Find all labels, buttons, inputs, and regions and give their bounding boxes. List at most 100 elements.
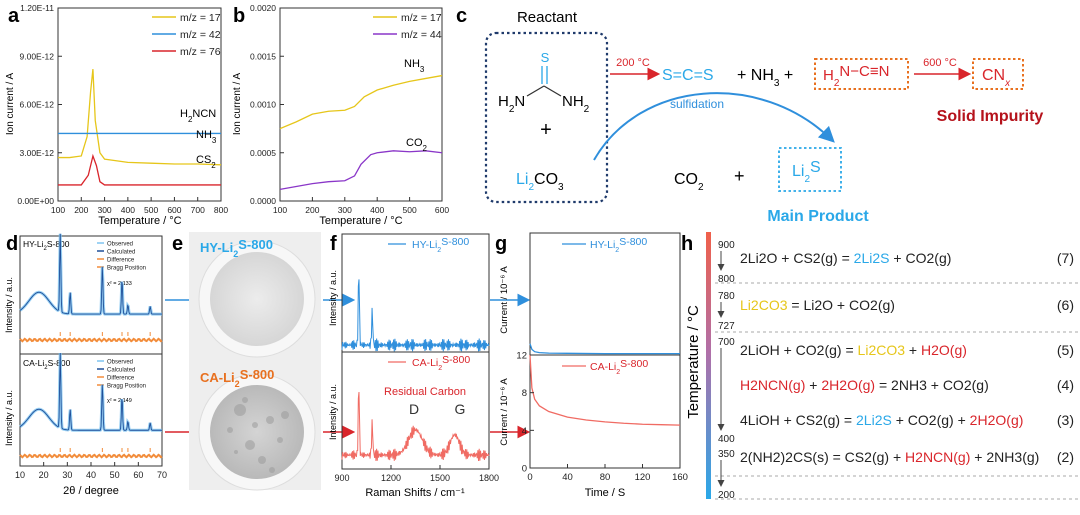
y-axis-label-f-bottom: Intensity / a.u. bbox=[328, 384, 338, 440]
cnx-box bbox=[972, 58, 1024, 90]
li2s-product: Li2S bbox=[792, 159, 821, 185]
temp-600c: 600 °C bbox=[923, 57, 957, 69]
y-tick-label-a: 9.00E-12 bbox=[20, 51, 55, 61]
pellet-ca bbox=[210, 385, 304, 479]
temp-label: 800 bbox=[718, 274, 735, 285]
temp-label: 900 bbox=[718, 240, 735, 251]
y-tick-label-b: 0.0015 bbox=[250, 51, 276, 61]
x-tick-label-a: 800 bbox=[214, 205, 228, 215]
legend-label-d: Difference bbox=[107, 376, 135, 382]
x-tick-label-d: 10 bbox=[15, 470, 25, 480]
x-tick-label-d: 30 bbox=[62, 470, 72, 480]
x-ticks-a: 100 200 300 400 500 600 700 800 bbox=[51, 197, 228, 215]
thiourea-s: S bbox=[541, 50, 550, 65]
x-tick-label-b: 500 bbox=[403, 205, 417, 215]
x-tick-label-b: 600 bbox=[435, 205, 449, 215]
solid-impurity-label: Solid Impurity bbox=[937, 108, 1044, 125]
plot-frame-g-top bbox=[529, 232, 681, 356]
panel-letter-a: a bbox=[8, 5, 20, 27]
y-axis-label-d-bottom: Intensity / a.u. bbox=[4, 390, 14, 446]
equation-number: (5) bbox=[1057, 342, 1074, 358]
pellet-speck bbox=[242, 397, 248, 403]
pellet-speck bbox=[277, 437, 283, 443]
x-ticks-d: 10 20 30 40 50 60 70 bbox=[15, 462, 167, 480]
x-ticks-g: 0 40 80 120 160 bbox=[527, 464, 688, 483]
panel-f: f HY-Li2S-800 CA-Li2S-800 Residual Carbo… bbox=[328, 233, 531, 499]
equation: 4LiOH + CS2(g) = 2Li2S + CO2(g) + 2H2O(g… bbox=[740, 412, 1023, 428]
panel-letter-g: g bbox=[495, 233, 507, 255]
panel-b: b 0.0020 0.0015 0.0010 0.0005 0.0000 100 200 3… bbox=[232, 3, 449, 227]
label-cs2-a: CS2 bbox=[196, 154, 216, 170]
x-axis-label-a: Temperature / °C bbox=[98, 215, 181, 227]
y-tick-label-a: 0.00E+00 bbox=[17, 196, 54, 206]
y-tick-label-a: 6.00E-12 bbox=[20, 100, 55, 110]
panel-h: h Temperature / °C 900 800 780 727 700 400 350… bbox=[681, 232, 1078, 501]
x-tick-label-d: 60 bbox=[133, 470, 143, 480]
x-axis-label-g: Time / S bbox=[585, 487, 626, 499]
legend-d-bottom: Observed Calculated Difference Bragg Positi… bbox=[97, 360, 146, 390]
x-tick-label-f: 900 bbox=[334, 473, 349, 483]
pellet-speck bbox=[266, 416, 274, 424]
residual-carbon-label: Residual Carbon bbox=[384, 386, 466, 398]
x-ticks-f: 900 1200 1500 1800 bbox=[334, 465, 499, 483]
li2s-box bbox=[778, 147, 842, 192]
series-line-b bbox=[279, 74, 443, 130]
plot-frame-d-top bbox=[19, 235, 163, 355]
x-tick-label-b: 400 bbox=[370, 205, 384, 215]
g-bottom-name: CA-Li2S-800 bbox=[590, 358, 648, 376]
y-axis-label-g-top: Current / 10⁻⁶ A bbox=[499, 266, 510, 334]
temp-label: 727 bbox=[718, 321, 735, 332]
x-axis-label-f: Raman Shifts / cm⁻¹ bbox=[365, 487, 465, 499]
cs2-molecule: S=C=S bbox=[662, 67, 714, 84]
series-lines-a bbox=[58, 69, 222, 186]
equation-number: (7) bbox=[1057, 250, 1074, 266]
pellet-texture bbox=[227, 397, 289, 473]
sulfidation-arrow bbox=[593, 92, 835, 161]
x-tick-label-d: 70 bbox=[157, 470, 167, 480]
panel-letter-d: d bbox=[6, 233, 18, 255]
panel-e: e HY-Li2S-800 CA-Li2S-800 bbox=[172, 232, 356, 491]
plot-frame-f-top bbox=[341, 233, 490, 353]
f-bottom-name: CA-Li2S-800 bbox=[412, 354, 470, 372]
y-tick-label-b: 0.0010 bbox=[250, 100, 276, 110]
legend-label-d: Observed bbox=[107, 360, 133, 366]
y-tick-label-g: 4 bbox=[522, 426, 527, 437]
d-top-name: HY-Li2S-800 bbox=[23, 239, 70, 252]
equation: H2NCN(g) + 2H2O(g) = 2NH3 + CO2(g) bbox=[740, 377, 989, 393]
x-axis-label-d: 2θ / degree bbox=[63, 485, 119, 497]
y-axis-label-d-top: Intensity / a.u. bbox=[4, 277, 14, 333]
temp-200c: 200 °C bbox=[616, 57, 650, 69]
equation: Li2CO3 = Li2O + CO2(g) bbox=[740, 297, 895, 313]
y-tick-label-b: 0.0005 bbox=[250, 148, 276, 158]
legend-label-d: Bragg Position bbox=[107, 266, 146, 272]
temperature-axis-label: Temperature / °C bbox=[685, 305, 702, 419]
panel-letter-b: b bbox=[233, 5, 245, 27]
pellet-speck bbox=[227, 427, 233, 433]
x-tick-label-a: 500 bbox=[144, 205, 158, 215]
y-tick-label-b: 0.0020 bbox=[250, 3, 276, 13]
legend-d-top: Observed Calculated Difference Bragg Positi… bbox=[97, 242, 146, 272]
equation-separators bbox=[715, 282, 1078, 500]
d-bottom-name: CA-Li2S-800 bbox=[23, 358, 71, 371]
plot-frame-f-bottom bbox=[341, 351, 490, 470]
y-tick-label-a: 1.20E-11 bbox=[20, 3, 54, 13]
equation: 2Li2O + CS2(g) = 2Li2S + CO2(g) bbox=[740, 250, 951, 266]
x-tick-label-g: 160 bbox=[672, 472, 688, 483]
pellet-speck bbox=[234, 450, 238, 454]
co2-product: CO2 bbox=[674, 171, 704, 193]
panel-c: c Reactant S H2N NH2 + Li2CO3 200 °C S=C… bbox=[456, 5, 1043, 225]
series-line-g bbox=[529, 343, 680, 355]
y-axis-label-f-top: Intensity / a.u. bbox=[328, 270, 338, 326]
series-lines-g bbox=[529, 343, 681, 426]
pellet-speck bbox=[258, 456, 266, 464]
legend-label-d: Calculated bbox=[107, 368, 135, 374]
pellet-speck bbox=[269, 467, 275, 473]
pellet-hy bbox=[210, 252, 304, 346]
y-tick-label-a: 3.00E-12 bbox=[20, 148, 55, 158]
y-tick-label-g: 8 bbox=[522, 388, 527, 399]
equation-number: (6) bbox=[1057, 297, 1074, 313]
temp-label: 400 bbox=[718, 434, 735, 445]
series-line-b bbox=[279, 150, 443, 191]
x-tick-label-g: 80 bbox=[600, 472, 611, 483]
panel-letter-h: h bbox=[681, 233, 693, 255]
